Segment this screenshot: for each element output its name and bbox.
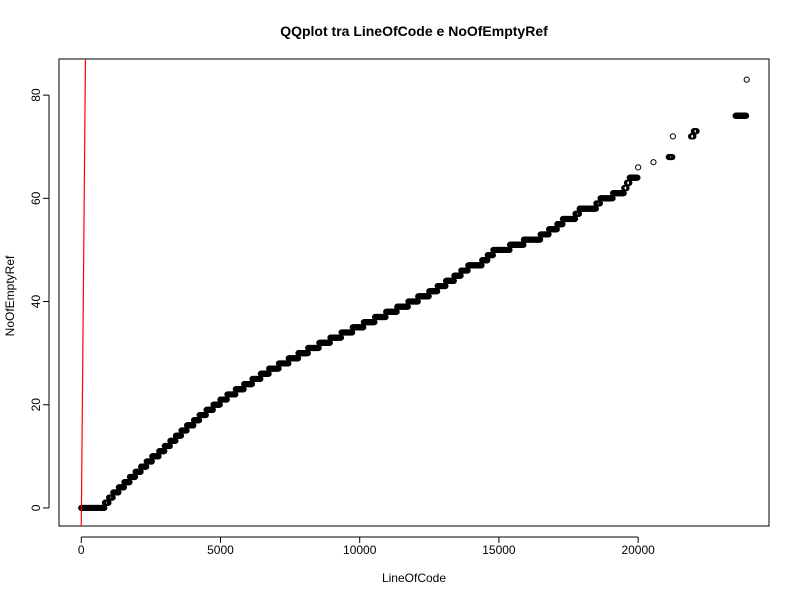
data-point	[650, 159, 657, 166]
reference-line-layer	[80, 58, 87, 527]
y-tick-label: 40	[29, 295, 43, 309]
data-point	[669, 133, 677, 140]
points-layer	[78, 76, 750, 512]
data-point	[743, 112, 750, 119]
y-tick-label: 60	[29, 191, 43, 205]
x-tick-label: 10000	[343, 543, 377, 557]
y-tick-label: 20	[29, 398, 43, 412]
y-tick-label: 0	[29, 504, 43, 511]
x-axis-label: LineOfCode	[382, 571, 446, 585]
y-axis-label: NoOfEmptyRef	[3, 255, 17, 336]
x-tick-label: 15000	[482, 543, 516, 557]
data-point	[634, 174, 641, 181]
data-point	[635, 164, 642, 171]
chart-title: QQplot tra LineOfCode e NoOfEmptyRef	[280, 23, 548, 39]
reference-line	[80, 58, 87, 527]
y-tick-label: 80	[29, 88, 43, 102]
data-point	[693, 128, 700, 135]
plot-frame	[58, 58, 770, 527]
x-tick-label: 5000	[207, 543, 234, 557]
y-axis: 0 20 40 60 80	[29, 88, 50, 511]
data-point	[743, 76, 750, 83]
x-tick-label: 0	[78, 543, 85, 557]
x-axis: 0 5000 10000 15000 20000	[78, 536, 655, 557]
data-point	[669, 153, 676, 161]
x-tick-label: 20000	[621, 543, 655, 557]
